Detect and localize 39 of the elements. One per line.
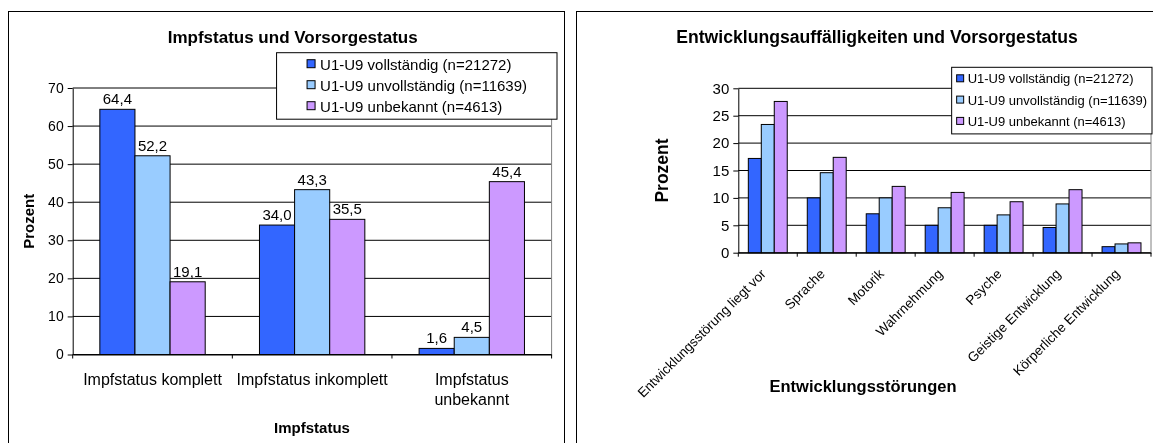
y-tick-label: 60 (48, 118, 64, 135)
y-tick-label: 50 (48, 156, 64, 173)
legend-label: U1-U9 unbekannt (n=4613) (967, 113, 1126, 129)
x-axis-title: Entwicklungsstörungen (769, 377, 957, 395)
y-tick-label: 0 (55, 346, 64, 363)
y-tick-label: 5 (720, 216, 730, 234)
x-tick-label: Impfstatus inkomplett (236, 371, 389, 388)
y-tick-label: 30 (712, 79, 730, 97)
data-label: 34,0 (262, 206, 292, 224)
y-tick-label: 70 (48, 79, 64, 96)
y-tick-label: 15 (712, 161, 730, 179)
y-tick-label: 30 (48, 232, 64, 249)
legend-label: U1-U9 vollständig (n=21272) (320, 55, 512, 73)
data-label: 64,4 (102, 90, 132, 108)
y-axis-title: Prozent (652, 138, 672, 203)
y-tick-label: 25 (712, 107, 730, 124)
legend-label: U1-U9 unvollständig (n=11639) (320, 76, 527, 94)
data-label: 43,3 (297, 170, 327, 188)
x-axis-title: Impfstatus (274, 419, 350, 436)
x-tick-label: Impfstatus unbekannt (434, 371, 510, 409)
x-tick-label: Impfstatus komplett (83, 371, 223, 388)
y-tick-label: 10 (712, 189, 730, 207)
y-tick-label: 20 (712, 134, 730, 152)
chart-title: Entwicklungsauffälligkeiten und Vorsorgestatus (676, 27, 1078, 47)
y-axis-title: Prozent (19, 193, 37, 249)
legend-label: U1-U9 vollständig (n=21272) (967, 71, 1134, 87)
y-tick-label: 0 (720, 244, 730, 261)
legend-label: U1-U9 unbekannt (n=4613) (320, 97, 503, 115)
data-label: 45,4 (492, 162, 522, 180)
y-tick-label: 40 (48, 194, 64, 211)
data-label: 19,1 (173, 262, 203, 280)
legend-label: U1-U9 unvollständig (n=11639) (967, 92, 1147, 108)
data-label: 35,5 (332, 200, 362, 218)
chart-title: Impfstatus und Vorsorgestatus (167, 28, 418, 47)
data-label: 4,5 (461, 318, 483, 336)
data-label: 52,2 (137, 136, 168, 154)
y-tick-label: 20 (48, 270, 64, 287)
data-label: 1,6 (426, 329, 448, 347)
y-tick-label: 10 (48, 308, 64, 325)
